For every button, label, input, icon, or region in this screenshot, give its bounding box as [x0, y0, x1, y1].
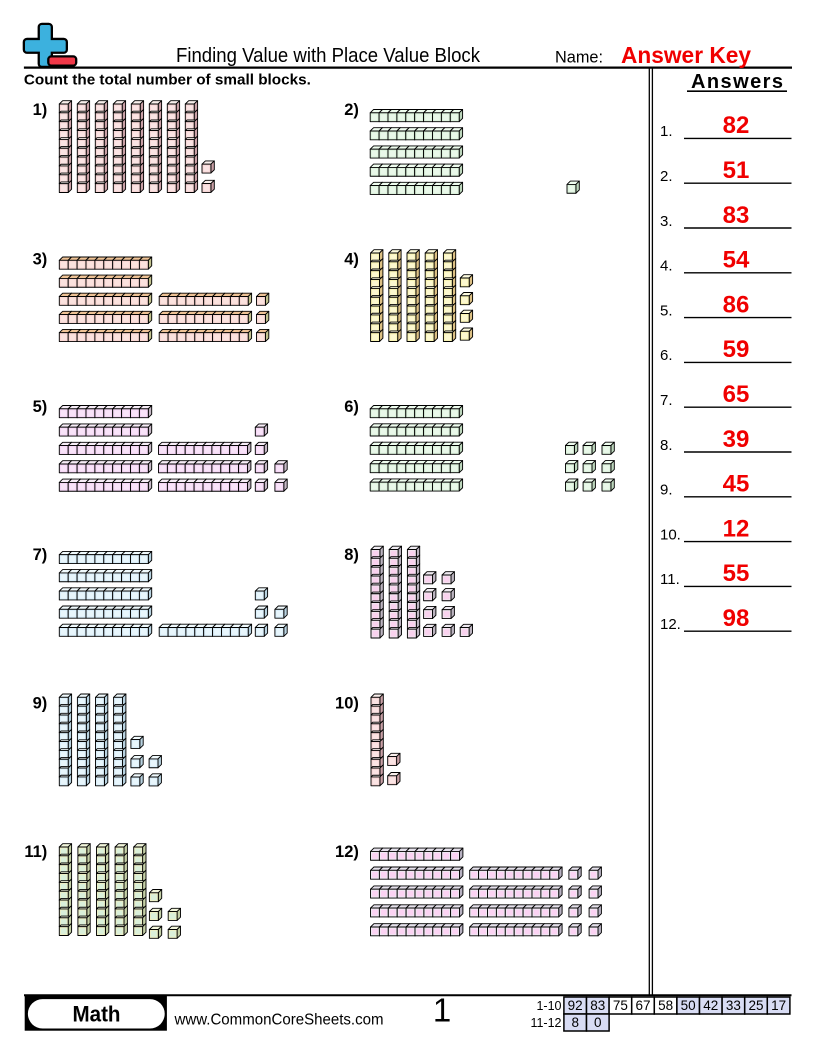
svg-text:0: 0	[594, 1015, 602, 1030]
svg-text:33: 33	[726, 998, 741, 1013]
svg-text:59: 59	[723, 336, 750, 363]
svg-text:86: 86	[723, 291, 750, 318]
svg-text:45: 45	[723, 471, 750, 498]
svg-text:92: 92	[568, 998, 583, 1013]
svg-text:8): 8)	[344, 546, 359, 564]
svg-text:82: 82	[723, 112, 750, 139]
svg-text:Count the total number of smal: Count the total number of small blocks.	[24, 72, 311, 89]
svg-text:17: 17	[771, 998, 786, 1013]
svg-text:42: 42	[703, 998, 718, 1013]
svg-text:8.: 8.	[660, 437, 673, 454]
svg-text:12.: 12.	[660, 616, 681, 633]
svg-text:3): 3)	[33, 250, 48, 268]
svg-text:Name:: Name:	[555, 48, 603, 67]
svg-text:55: 55	[723, 560, 750, 587]
svg-text:51: 51	[723, 157, 750, 184]
svg-text:6.: 6.	[660, 347, 673, 364]
svg-text:Answers: Answers	[691, 71, 783, 93]
svg-text:12): 12)	[335, 843, 359, 861]
svg-text:6): 6)	[344, 398, 359, 416]
svg-text:58: 58	[658, 998, 673, 1013]
svg-text:11): 11)	[24, 843, 47, 861]
svg-text:7): 7)	[33, 546, 48, 564]
svg-text:7.: 7.	[660, 392, 673, 409]
svg-text:Math: Math	[73, 1001, 121, 1026]
svg-text:4): 4)	[344, 250, 359, 268]
svg-text:83: 83	[723, 202, 750, 229]
svg-text:1): 1)	[33, 101, 48, 119]
svg-text:10.: 10.	[660, 526, 681, 543]
svg-text:75: 75	[613, 998, 628, 1013]
svg-text:10): 10)	[335, 695, 359, 713]
svg-text:Answer Key: Answer Key	[621, 42, 751, 68]
svg-text:9.: 9.	[660, 482, 673, 499]
svg-text:12: 12	[723, 515, 750, 542]
svg-text:11-12: 11-12	[530, 1016, 561, 1030]
svg-text:www.CommonCoreSheets.com: www.CommonCoreSheets.com	[174, 1012, 384, 1029]
svg-text:67: 67	[635, 998, 650, 1013]
svg-text:25: 25	[748, 998, 763, 1013]
svg-text:Finding Value with Place Value: Finding Value with Place Value Block	[176, 45, 481, 67]
svg-text:65: 65	[723, 381, 750, 408]
svg-text:11.: 11.	[660, 571, 680, 588]
svg-text:83: 83	[590, 998, 605, 1013]
svg-text:2.: 2.	[660, 168, 673, 185]
svg-text:50: 50	[681, 998, 696, 1013]
svg-text:2): 2)	[344, 101, 359, 119]
svg-text:98: 98	[723, 605, 750, 632]
svg-text:1: 1	[433, 992, 451, 1029]
svg-text:1-10: 1-10	[536, 999, 561, 1013]
svg-text:5): 5)	[33, 398, 48, 416]
svg-text:8: 8	[571, 1015, 579, 1030]
svg-text:4.: 4.	[660, 258, 673, 275]
svg-text:3.: 3.	[660, 213, 673, 230]
svg-text:9): 9)	[33, 695, 48, 713]
svg-text:39: 39	[723, 426, 750, 453]
svg-text:1.: 1.	[660, 123, 673, 140]
svg-text:54: 54	[723, 247, 750, 274]
svg-text:5.: 5.	[660, 302, 673, 319]
